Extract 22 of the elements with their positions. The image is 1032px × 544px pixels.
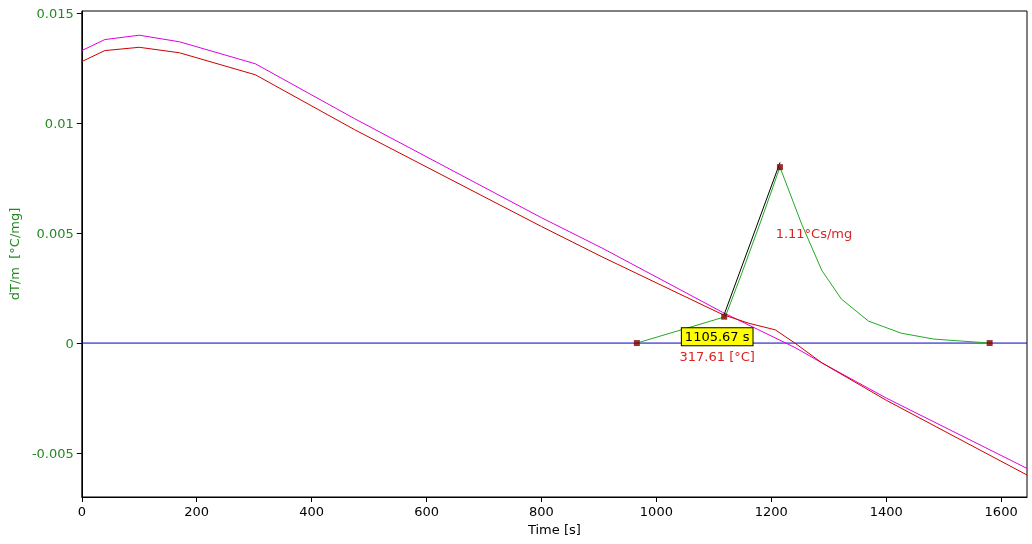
x-tick-label: 800 xyxy=(529,504,554,519)
point xyxy=(986,340,993,347)
point xyxy=(721,313,728,320)
x-tick-label: 200 xyxy=(184,504,210,519)
x-tick-label: 1000 xyxy=(639,504,673,519)
x-tick-label: 1600 xyxy=(984,504,1018,519)
y-tick-label: 0 xyxy=(65,335,74,351)
annotation: 317.61 [°C] xyxy=(679,349,755,365)
x-tick-label: 400 xyxy=(299,504,325,519)
annotation: 1105.67 s xyxy=(684,329,750,345)
y-tick-label: 0.005 xyxy=(36,225,74,241)
point xyxy=(776,164,783,171)
y-axis-title: dT/m [°C/mg] xyxy=(7,207,22,301)
y-tick-label: 0.015 xyxy=(36,5,74,21)
x-tick-label: 1400 xyxy=(869,504,903,519)
y-tick-label: -0.005 xyxy=(31,445,74,461)
x-tick-label: 0 xyxy=(77,504,86,519)
point xyxy=(633,340,640,347)
x-tick-label: 600 xyxy=(414,504,439,519)
x-axis-title: Time [s] xyxy=(526,522,581,537)
y-tick-label: 0.01 xyxy=(44,115,74,131)
x-tick-label: 1200 xyxy=(754,504,788,519)
